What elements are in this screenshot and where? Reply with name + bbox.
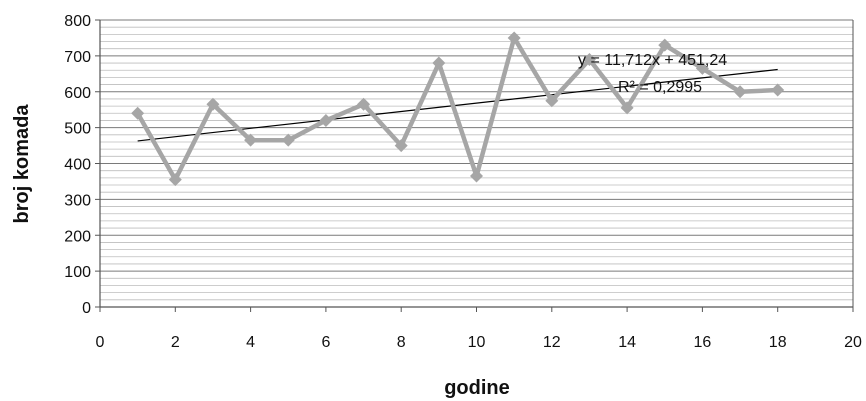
y-tick-label: 700 (64, 49, 91, 66)
x-tick-label: 20 (844, 334, 862, 351)
data-point (394, 139, 408, 153)
x-tick-label: 2 (171, 334, 180, 351)
data-point (620, 101, 634, 115)
x-tick-label: 16 (694, 334, 712, 351)
y-axis-title: broj komada (11, 104, 33, 224)
x-tick-label: 4 (246, 334, 255, 351)
x-tick-label: 6 (321, 334, 330, 351)
y-tick-label: 100 (64, 264, 91, 281)
data-point (319, 113, 333, 127)
y-tick-label: 300 (64, 192, 91, 209)
x-tick-label: 14 (618, 334, 636, 351)
data-point (357, 97, 371, 111)
data-point (582, 52, 596, 66)
data-point (470, 169, 483, 183)
data-point (168, 173, 182, 187)
r-squared-label: R² = 0,2995 (618, 79, 702, 96)
data-point (545, 94, 559, 108)
data-point (432, 56, 446, 70)
series-group (131, 31, 785, 187)
y-tick-label: 0 (82, 300, 91, 317)
x-tick-label: 12 (543, 334, 561, 351)
data-point (244, 133, 258, 147)
data-point (281, 133, 295, 147)
y-tick-label: 200 (64, 228, 91, 245)
trendline (137, 68, 778, 142)
annotations: y = 11,712x + 451,24 R² = 0,2995 (578, 52, 727, 96)
y-tick-label: 500 (64, 121, 91, 138)
x-tick-label: 0 (96, 334, 105, 351)
x-tick-labels: 0 2 4 6 8 10 12 14 16 18 20 (96, 307, 862, 351)
y-tick-label: 400 (64, 157, 91, 174)
trendline-group (137, 68, 778, 142)
x-tick-label: 10 (468, 334, 486, 351)
data-point (206, 97, 220, 111)
y-tick-label: 800 (64, 13, 91, 30)
y-tick-labels: 0 100 200 300 400 500 600 700 800 (64, 13, 100, 317)
data-point (131, 106, 145, 120)
data-point (771, 83, 785, 97)
data-point (733, 85, 747, 99)
data-point (658, 38, 672, 52)
trendline-equation: y = 11,712x + 451,24 (578, 52, 727, 69)
data-point (507, 31, 521, 45)
data-point (695, 61, 709, 75)
x-axis-title: godine (444, 377, 510, 399)
gridlines (100, 19, 853, 308)
x-tick-label: 8 (397, 334, 406, 351)
y-tick-label: 600 (64, 85, 91, 102)
series-line (135, 35, 778, 182)
x-tick-label: 18 (769, 334, 787, 351)
